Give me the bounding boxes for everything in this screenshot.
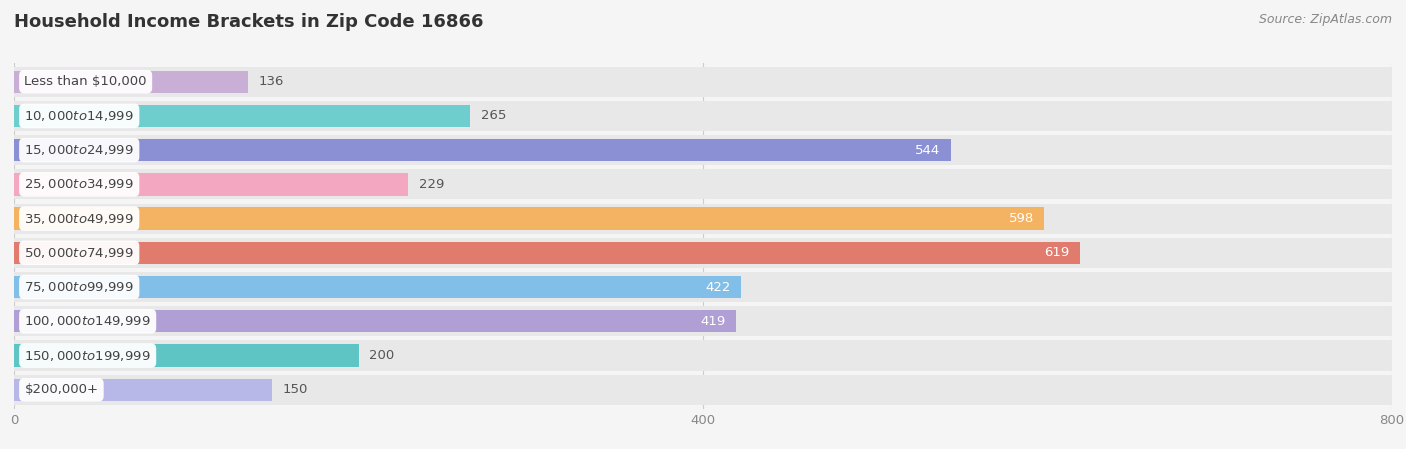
Text: 422: 422	[706, 281, 731, 294]
Bar	[14, 101, 1392, 131]
Bar	[14, 310, 735, 332]
Bar	[14, 272, 1392, 302]
Text: 150: 150	[283, 383, 308, 396]
Text: Source: ZipAtlas.com: Source: ZipAtlas.com	[1258, 13, 1392, 26]
Bar	[14, 340, 1392, 370]
Bar	[14, 169, 1392, 199]
Text: 136: 136	[259, 75, 284, 88]
Bar	[14, 238, 1392, 268]
Bar	[14, 135, 1392, 165]
Bar	[14, 276, 741, 298]
Bar	[14, 203, 1392, 233]
Text: $15,000 to $24,999: $15,000 to $24,999	[24, 143, 134, 157]
Text: 200: 200	[368, 349, 394, 362]
Bar	[14, 375, 1392, 405]
Text: Less than $10,000: Less than $10,000	[24, 75, 146, 88]
Text: $100,000 to $149,999: $100,000 to $149,999	[24, 314, 150, 328]
Bar	[14, 105, 471, 127]
Bar	[14, 139, 950, 161]
Text: $50,000 to $74,999: $50,000 to $74,999	[24, 246, 134, 260]
Bar	[14, 207, 1045, 230]
Bar	[14, 242, 1080, 264]
Text: 619: 619	[1045, 247, 1070, 260]
Text: $25,000 to $34,999: $25,000 to $34,999	[24, 177, 134, 191]
Bar	[14, 173, 409, 195]
Text: 598: 598	[1008, 212, 1033, 225]
Text: $75,000 to $99,999: $75,000 to $99,999	[24, 280, 134, 294]
Bar	[14, 66, 1392, 97]
Text: $10,000 to $14,999: $10,000 to $14,999	[24, 109, 134, 123]
Text: 229: 229	[419, 178, 444, 191]
Text: 419: 419	[700, 315, 725, 328]
Bar	[14, 344, 359, 367]
Text: $150,000 to $199,999: $150,000 to $199,999	[24, 348, 150, 362]
Bar	[14, 306, 1392, 336]
Text: $35,000 to $49,999: $35,000 to $49,999	[24, 211, 134, 225]
Text: 265: 265	[481, 110, 506, 123]
Bar	[14, 70, 249, 93]
Bar	[14, 379, 273, 401]
Text: $200,000+: $200,000+	[24, 383, 98, 396]
Text: 544: 544	[915, 144, 941, 157]
Text: Household Income Brackets in Zip Code 16866: Household Income Brackets in Zip Code 16…	[14, 13, 484, 31]
